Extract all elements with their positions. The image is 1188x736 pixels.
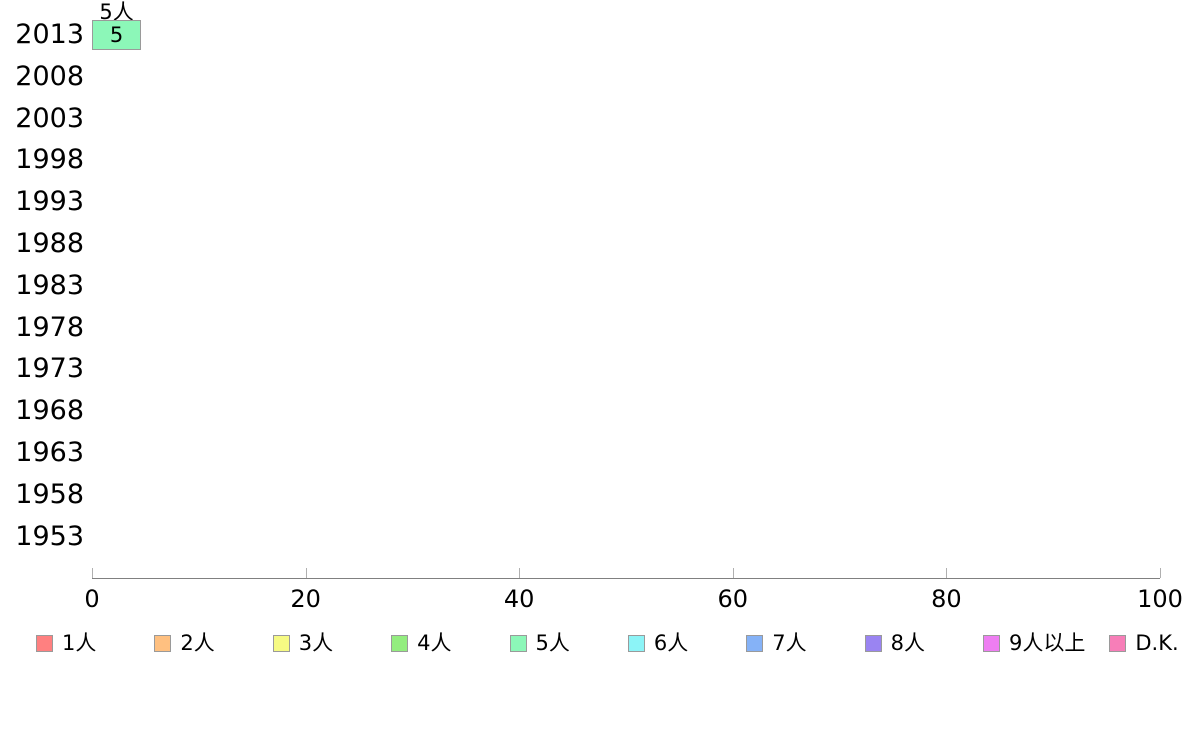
- legend-label-5nin: 5人: [535, 630, 570, 655]
- legend-swatch-8nin-icon: [864, 634, 882, 652]
- y-axis-label-1998: 1998: [15, 144, 84, 176]
- legend-label-9nin-ijou: 9人以上: [1009, 630, 1086, 655]
- bar-row-1973: [92, 348, 1160, 390]
- legend-label-4nin: 4人: [417, 630, 452, 655]
- x-axis-tick-label-100: 100: [1137, 585, 1183, 613]
- legend-swatch-2nin-icon: [154, 634, 172, 652]
- legend-item-5nin[interactable]: 5人: [509, 630, 570, 655]
- y-axis-label-1993: 1993: [15, 186, 84, 218]
- bar-annotation-2013: 5人: [99, 0, 134, 24]
- bar-row-1958: [92, 474, 1160, 516]
- y-axis-category-labels: 2013 2008 2003 1998 1993 1988 1983 1978 …: [0, 14, 84, 578]
- y-axis-label-2008: 2008: [15, 60, 84, 92]
- legend-item-1nin[interactable]: 1人: [36, 630, 97, 655]
- y-axis-label-2003: 2003: [15, 102, 84, 134]
- legend-item-4nin[interactable]: 4人: [391, 630, 452, 655]
- legend-item-6nin[interactable]: 6人: [627, 630, 689, 655]
- x-axis-tick-label-20: 20: [290, 585, 321, 613]
- bar-row-1978: [92, 307, 1160, 349]
- bar-row-1998: [92, 139, 1160, 181]
- y-axis-label-1953: 1953: [15, 520, 84, 552]
- legend-swatch-dk-icon: [1109, 634, 1127, 652]
- x-axis-tick-80: [946, 568, 948, 578]
- legend-label-1nin: 1人: [62, 630, 97, 655]
- plot-area: 5人 5: [92, 2, 1160, 578]
- bar-row-1988: [92, 223, 1160, 265]
- bar-row-2008: [92, 56, 1160, 98]
- legend-item-dk[interactable]: D.K.: [1109, 630, 1179, 655]
- x-axis-line: [92, 578, 1160, 579]
- bar-row-1968: [92, 390, 1160, 432]
- legend-item-8nin[interactable]: 8人: [864, 630, 925, 655]
- y-axis-label-1983: 1983: [15, 269, 84, 301]
- x-axis-tick-label-60: 60: [717, 585, 749, 613]
- legend-swatch-9nin-ijou-icon: [983, 634, 1000, 652]
- bar-row-2003: [92, 98, 1160, 140]
- x-axis-tick-label-0: 0: [84, 585, 100, 613]
- legend-item-7nin[interactable]: 7人: [746, 630, 807, 655]
- bar-row-1993: [92, 181, 1160, 223]
- y-axis-label-1963: 1963: [15, 437, 84, 468]
- y-axis-label-1968: 1968: [15, 395, 84, 427]
- bar-data-label-2013: 5: [109, 22, 124, 47]
- y-axis-label-1958: 1958: [15, 478, 84, 510]
- x-axis-tick-20: [305, 568, 307, 578]
- bar-row-1983: [92, 265, 1160, 307]
- bar-row-1953: [92, 516, 1160, 558]
- x-axis-tick-100: [1160, 568, 1161, 578]
- y-axis-label-2013: 2013: [15, 19, 84, 50]
- legend-swatch-1nin-icon: [36, 634, 53, 652]
- legend-item-2nin[interactable]: 2人: [154, 630, 215, 655]
- legend-label-8nin: 8人: [890, 630, 925, 655]
- x-axis-tick-60: [732, 568, 734, 578]
- x-axis-tick-40: [519, 568, 521, 578]
- legend-item-3nin[interactable]: 3人: [272, 630, 334, 655]
- y-axis-label-1973: 1973: [15, 353, 84, 385]
- legend-label-2nin: 2人: [180, 630, 215, 655]
- legend-swatch-5nin-icon: [509, 634, 527, 652]
- legend-swatch-7nin-icon: [746, 634, 764, 652]
- legend-label-3nin: 3人: [298, 630, 334, 655]
- chart-legend: 1人 2人 3人 4人 5人 6人 7人 8人: [36, 630, 1179, 656]
- bar-row-1963: [92, 432, 1160, 474]
- bar-row-2013: 5: [92, 14, 1160, 56]
- legend-swatch-3nin-icon: [272, 634, 290, 652]
- legend-swatch-6nin-icon: [627, 634, 645, 652]
- legend-swatch-4nin-icon: [391, 634, 409, 652]
- x-axis-tick-label-40: 40: [503, 585, 535, 613]
- y-axis-label-1978: 1978: [15, 311, 84, 343]
- legend-item-9nin-ijou[interactable]: 9人以上: [983, 630, 1086, 655]
- x-axis-tick-0: [92, 568, 93, 578]
- y-axis-label-1988: 1988: [15, 228, 84, 259]
- bar-2013-5nin[interactable]: 5: [92, 20, 142, 50]
- legend-label-6nin: 6人: [653, 630, 689, 655]
- legend-label-dk: D.K.: [1135, 630, 1179, 655]
- legend-label-7nin: 7人: [772, 630, 807, 655]
- x-axis-tick-label-80: 80: [931, 585, 962, 613]
